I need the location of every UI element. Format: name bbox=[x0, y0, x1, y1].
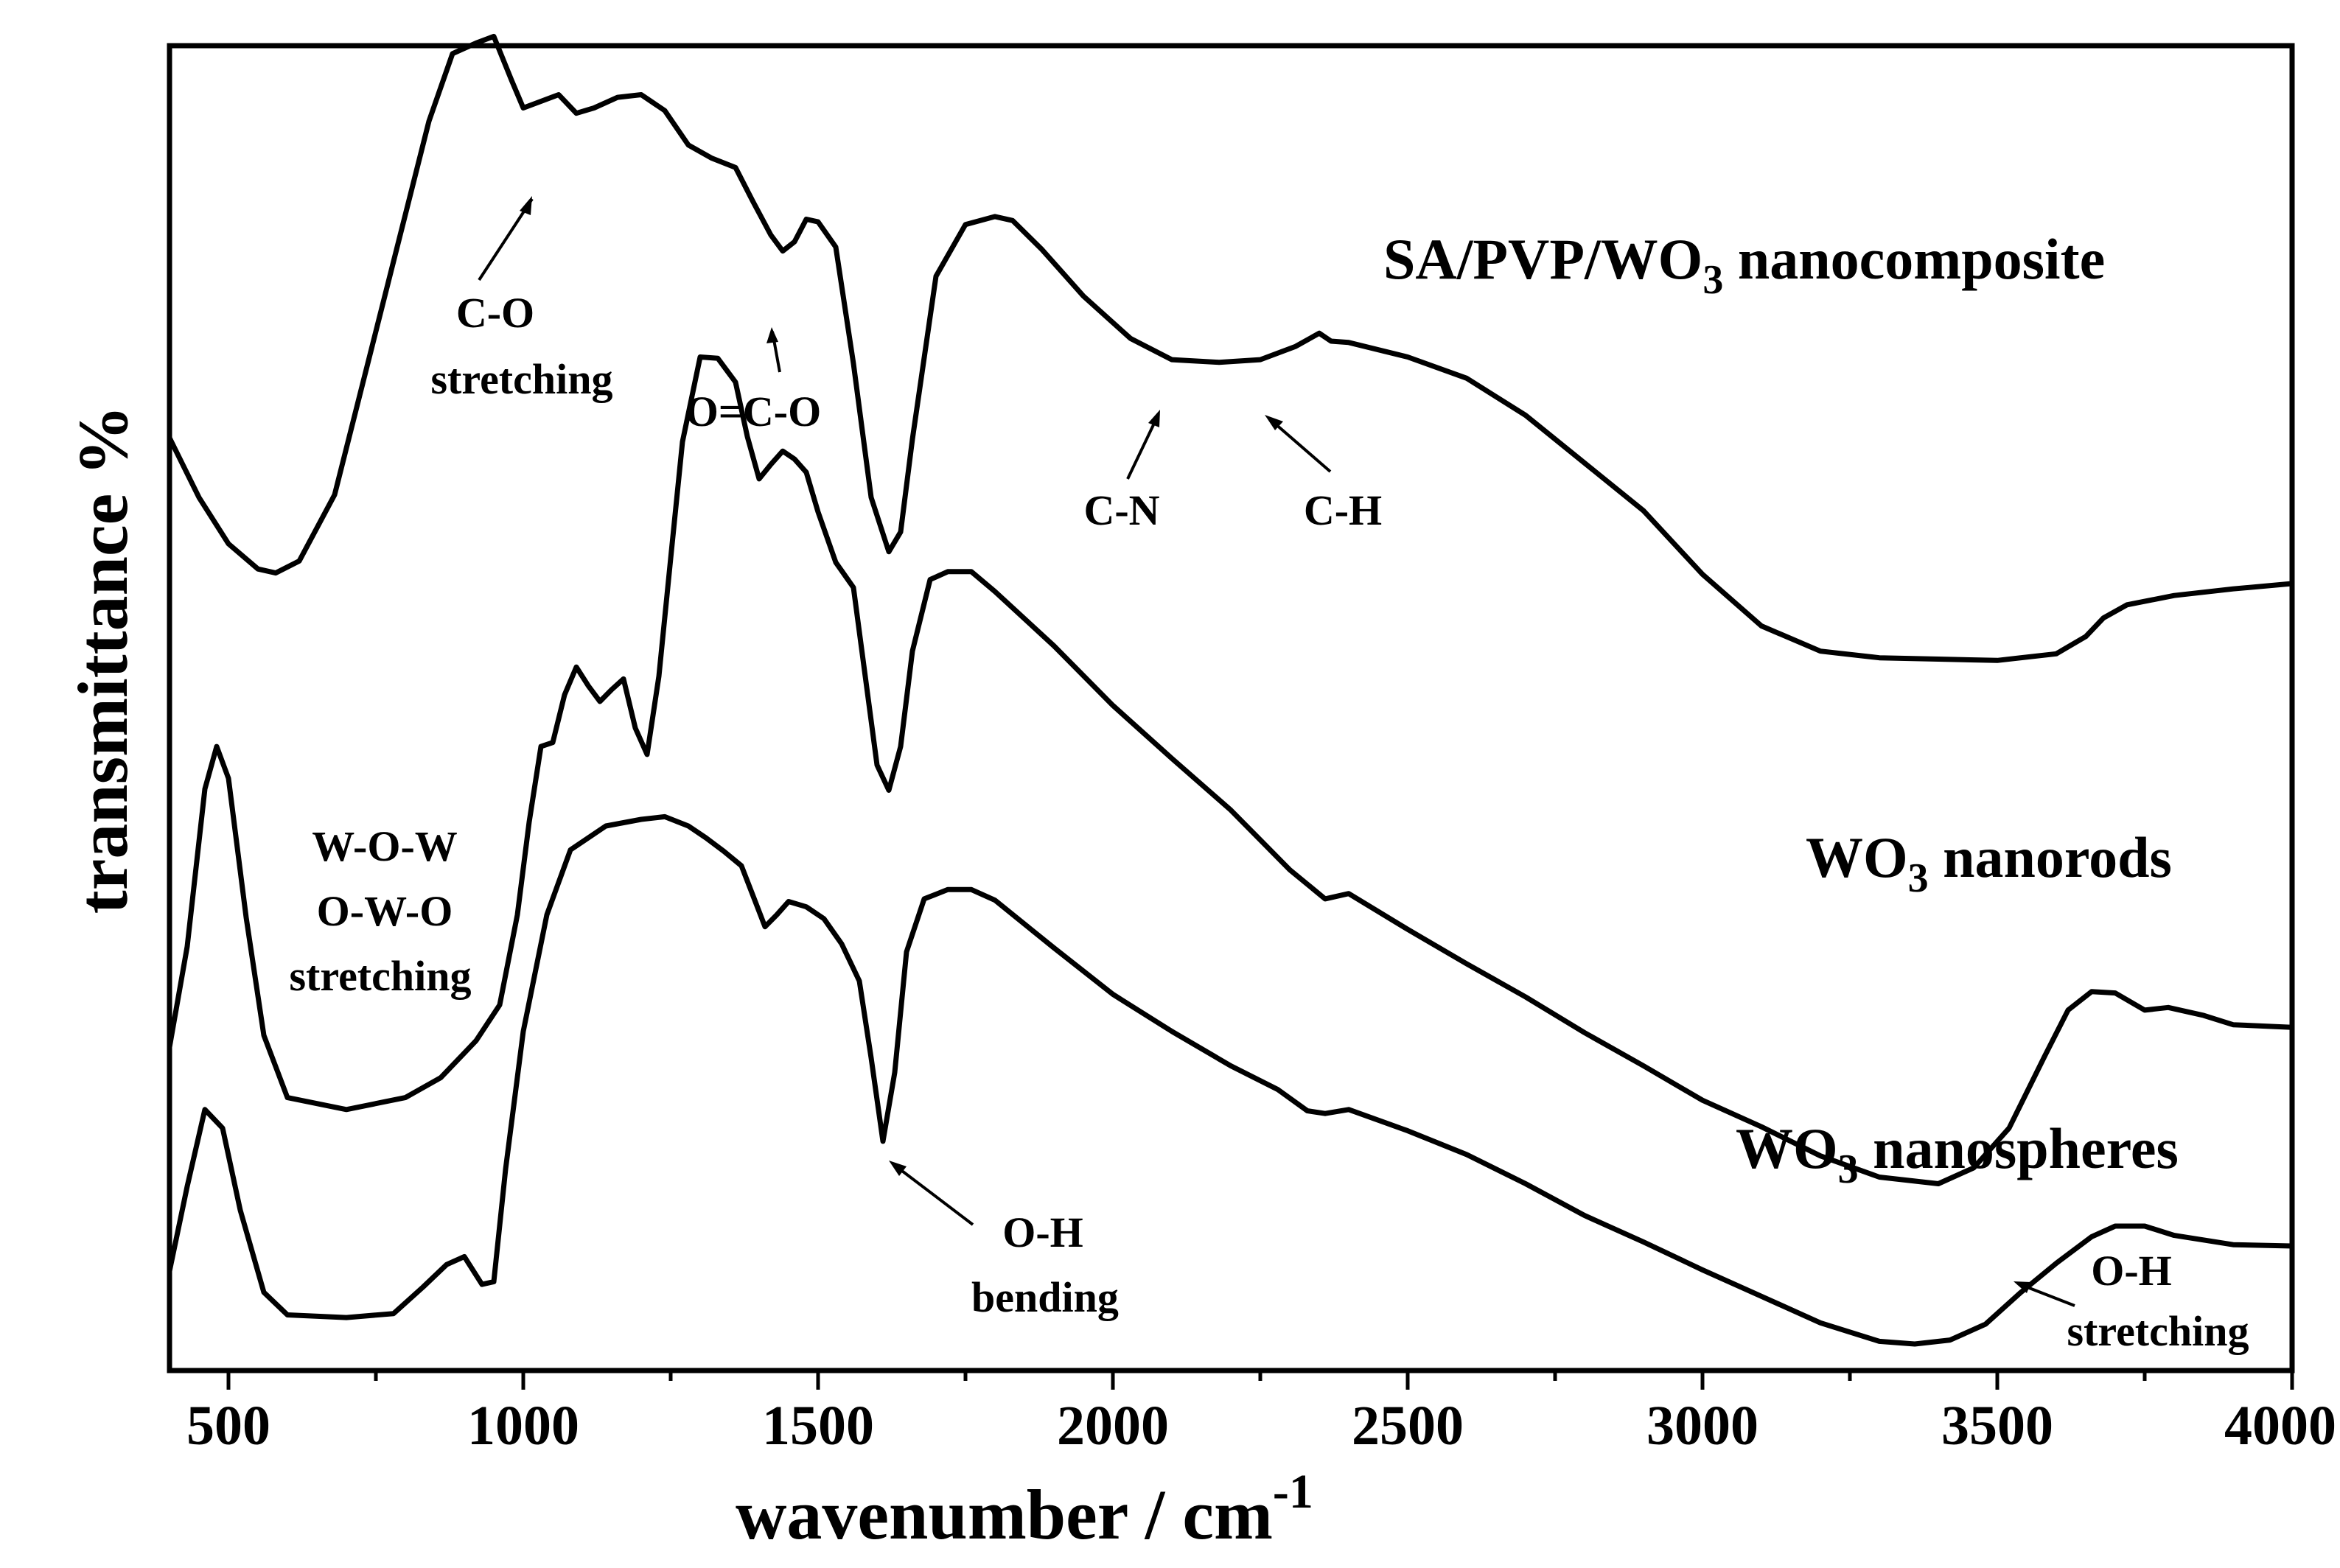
plot-frame bbox=[167, 43, 2295, 1373]
svg-text:stretching: stretching bbox=[430, 355, 612, 403]
svg-text:O-H: O-H bbox=[1002, 1208, 1083, 1256]
annotation-c-n: C-N bbox=[1083, 410, 1160, 534]
x-tick-label-2500: 2500 bbox=[1352, 1395, 1464, 1457]
svg-text:stretching: stretching bbox=[2067, 1307, 2249, 1355]
svg-text:stretching: stretching bbox=[289, 952, 471, 1000]
annotation-w-o-w-stretching: W-O-W O-W-O stretching bbox=[289, 822, 471, 1000]
svg-text:O-W-O: O-W-O bbox=[317, 887, 453, 935]
x-tick-label-3000: 3000 bbox=[1646, 1395, 1759, 1457]
x-axis-title: wavenumber / cm-1 bbox=[736, 1465, 1313, 1554]
series-label-nanospheres: WO3 nanospheres bbox=[1736, 1116, 2179, 1192]
x-tick-label-500: 500 bbox=[186, 1395, 270, 1457]
x-tick-label-3500: 3500 bbox=[1941, 1395, 2053, 1457]
svg-text:bending: bending bbox=[971, 1273, 1119, 1321]
x-tick-label-1500: 1500 bbox=[762, 1395, 874, 1457]
series-line-nanorods bbox=[167, 354, 2295, 1186]
annotation-o-h-bending: O-H bending bbox=[889, 1161, 1119, 1321]
annotation-c-o-stretching: C-O stretching bbox=[430, 196, 613, 403]
series-label-nanorods: WO3 nanorods bbox=[1806, 825, 2172, 901]
x-axis-ticks bbox=[226, 1371, 2294, 1390]
series-line-nanospheres bbox=[167, 813, 2295, 1347]
x-tick-label-4000: 4000 bbox=[2224, 1395, 2336, 1457]
annotation-c-h: C-H bbox=[1265, 415, 1382, 534]
svg-text:C-O: C-O bbox=[456, 289, 534, 337]
svg-text:W-O-W: W-O-W bbox=[312, 822, 458, 870]
svg-text:O-H: O-H bbox=[2091, 1247, 2172, 1295]
annotation-o-c-o: O=C-O bbox=[685, 327, 821, 435]
y-axis-title: transmittance % bbox=[63, 405, 142, 914]
svg-text:C-N: C-N bbox=[1083, 486, 1159, 534]
x-tick-label-1000: 1000 bbox=[467, 1395, 579, 1457]
series-curves bbox=[167, 33, 2295, 1347]
series-line-nanocomposite bbox=[167, 33, 2295, 663]
svg-text:C-H: C-H bbox=[1304, 486, 1382, 534]
x-axis-tick-labels: 500 1000 1500 2000 2500 3000 3500 4000 bbox=[186, 1395, 2336, 1457]
svg-text:O=C-O: O=C-O bbox=[685, 388, 821, 435]
x-tick-label-2000: 2000 bbox=[1057, 1395, 1169, 1457]
annotation-o-h-stretching: O-H stretching bbox=[2014, 1247, 2249, 1355]
series-label-nanocomposite: SA/PVP/WO3 nanocomposite bbox=[1383, 227, 2105, 303]
